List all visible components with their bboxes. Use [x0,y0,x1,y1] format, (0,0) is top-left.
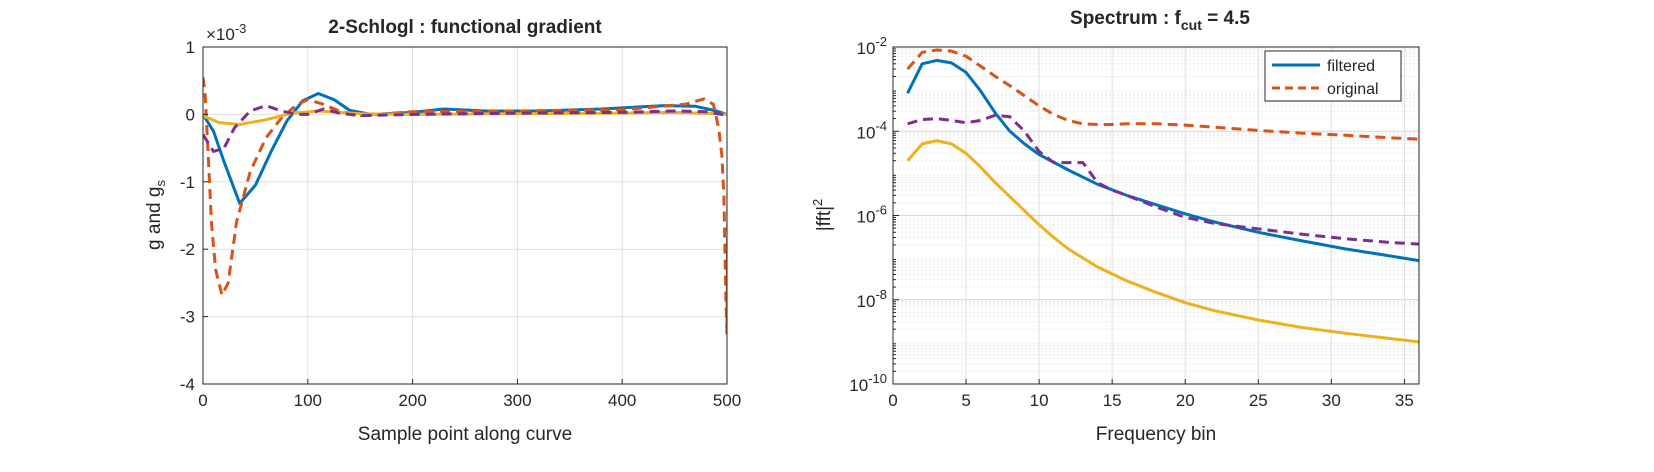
right-y-axis-label-sup: 2 [810,199,825,206]
legend-label-filtered: filtered [1327,58,1375,75]
left-y-tick-label: -4 [180,375,195,394]
left-tick-labels: 0 100 200 300 400 500 -4 -3 -2 -1 0 1 [180,38,741,410]
left-series-group [203,77,727,335]
right-y-tick-label: 10-4 [857,118,887,142]
left-x-tick-label: 400 [608,391,636,410]
right-y-tick-label-exp: -4 [875,118,887,133]
left-y-tick-label: -3 [180,308,195,327]
legend-entries: filtered original [1272,58,1379,98]
right-x-tick-label: 20 [1176,391,1195,410]
left-plot-area [203,47,727,384]
legend-box [1264,50,1402,102]
left-series-line-1 [203,92,727,205]
right-y-tick-label-base: 10 [849,376,868,395]
left-axes-box [202,46,728,385]
right-x-axis-label: Frequency bin [1096,424,1216,445]
right-series-line-1 [906,58,1419,263]
left-y-tick-label: 0 [186,105,195,124]
right-x-tick-label: 0 [888,391,897,410]
right-y-tick-label-exp: -2 [875,34,887,49]
left-y-exponent-power: -3 [235,21,247,36]
right-y-tick-label-base: 10 [857,39,876,58]
legend: filtered original [1264,50,1402,102]
left-x-tick-label: 0 [198,391,207,410]
right-x-tick-label: 30 [1322,391,1341,410]
left-y-axis-label-main: g and g [144,187,165,250]
left-y-exponent-base: ×10 [206,25,235,44]
left-series-line-4 [203,104,727,153]
right-x-tick-label: 15 [1103,391,1122,410]
right-y-axis-label: |fft|2 [810,199,835,232]
left-x-tick-label: 500 [713,391,741,410]
right-y-tick-label-base: 10 [857,208,876,227]
right-x-tick-label: 25 [1249,391,1268,410]
right-y-tick-label: 10-8 [857,287,887,311]
left-x-axis-label: Sample point along curve [358,424,572,445]
right-series-line-3 [906,139,1419,344]
right-x-tick-label: 5 [961,391,970,410]
right-x-tick-label: 35 [1395,391,1414,410]
left-y-tick-label: -1 [180,173,195,192]
legend-label-original: original [1327,81,1379,98]
right-title-main: Spectrum : f [1070,8,1182,29]
right-y-tick-label: 10-2 [857,34,887,58]
right-title-tail: = 4.5 [1202,8,1250,29]
left-axes: 0 100 200 300 400 500 -4 -3 -2 -1 0 1 2-Schlogl : f… [144,17,741,445]
right-series-line-4 [907,113,1419,246]
left-y-axis-label-sub: s [153,180,168,187]
left-x-tick-label: 200 [398,391,426,410]
left-y-axis-label: g and gs [144,180,168,250]
left-series-line-2 [203,77,727,335]
left-chart-title: 2-Schlogl : functional gradient [328,17,602,38]
right-chart-title: Spectrum : fcut = 4.5 [1070,8,1250,33]
left-y-tick-label: -2 [180,240,195,259]
right-y-tick-label-exp: -6 [875,203,887,218]
right-y-tick-label: 10-6 [857,203,887,227]
right-y-tick-label-base: 10 [857,123,876,142]
right-ticks [892,46,1405,385]
right-y-axis-label-main: |fft| [814,206,835,231]
left-x-tick-label: 300 [503,391,531,410]
left-x-tick-label: 100 [294,391,322,410]
right-series-group [906,48,1419,344]
right-y-tick-label: 10-10 [849,371,887,395]
left-ticks [202,46,728,385]
right-y-tick-label-base: 10 [857,292,876,311]
right-x-tick-label: 10 [1030,391,1049,410]
left-y-tick-label: 1 [186,38,195,57]
right-series-line-2 [906,48,1419,141]
left-y-exponent: ×10-3 [206,21,246,44]
right-y-tick-label-exp: -8 [875,287,887,302]
right-title-sub: cut [1181,17,1202,33]
right-y-tick-label-exp: -10 [868,371,887,386]
